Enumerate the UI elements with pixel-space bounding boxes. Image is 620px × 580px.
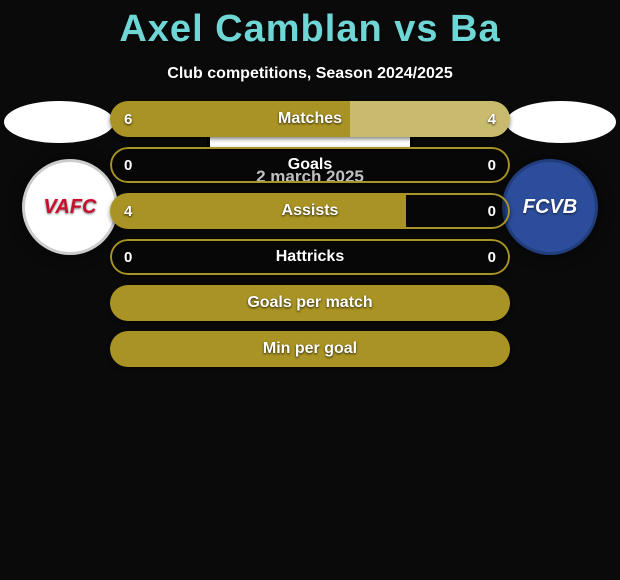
bar-label: Goals: [110, 147, 510, 183]
bar-value-right: 0: [488, 193, 496, 229]
bar-value-left: 0: [124, 239, 132, 275]
bar-label: Matches: [110, 101, 510, 137]
stat-bar-min-per-goal: Min per goal: [110, 331, 510, 367]
subtitle: Club competitions, Season 2024/2025: [0, 65, 620, 83]
team-badge-right-text: FCVB: [523, 196, 577, 219]
stat-bars: Matches64Goals00Assists40Hattricks00Goal…: [110, 101, 510, 377]
bar-value-right: 0: [488, 239, 496, 275]
stat-bar-matches: Matches6 4: [110, 101, 510, 137]
bar-value-left: 0: [124, 147, 132, 183]
bar-value-left: 4: [124, 193, 132, 229]
team-badge-left-text: VAFC: [44, 196, 97, 219]
team-badge-left: VAFC: [22, 159, 118, 255]
bar-value-right: 0: [488, 147, 496, 183]
stat-bar-goals-per-match: Goals per match: [110, 285, 510, 321]
page-title: Axel Camblan vs Ba: [0, 0, 620, 51]
stat-bar-goals: Goals0 0: [110, 147, 510, 183]
player-platform-left: [4, 101, 114, 143]
player-platform-right: [506, 101, 616, 143]
team-badge-right: FCVB: [502, 159, 598, 255]
bar-label: Min per goal: [110, 331, 510, 367]
stat-bar-hattricks: Hattricks0 0: [110, 239, 510, 275]
bar-value-right: 4: [488, 101, 496, 137]
bar-label: Assists: [110, 193, 510, 229]
bar-value-left: 6: [124, 101, 132, 137]
bar-label: Goals per match: [110, 285, 510, 321]
bar-label: Hattricks: [110, 239, 510, 275]
stat-bar-assists: Assists4 0: [110, 193, 510, 229]
